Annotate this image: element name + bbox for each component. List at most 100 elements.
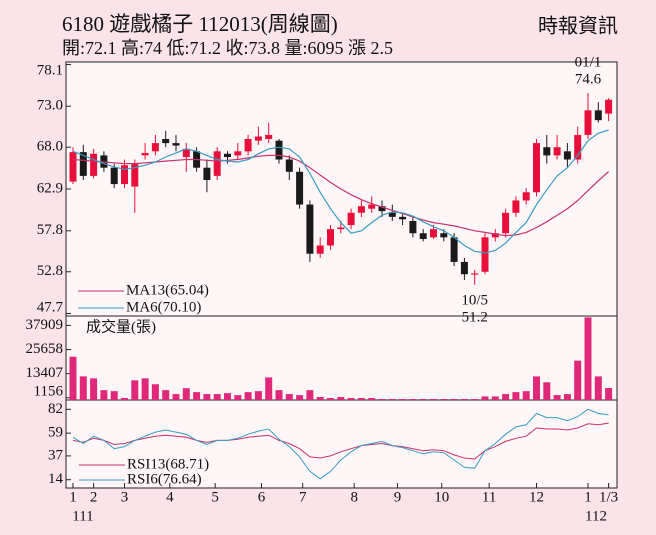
x-tick-label: 3 [121, 489, 129, 505]
volume-bar [440, 399, 448, 400]
candle-body [553, 147, 561, 156]
y-tick-label: 52.8 [37, 263, 63, 279]
candle-body [327, 229, 334, 246]
candle-body [388, 212, 396, 217]
y-tick-label: 62.9 [37, 180, 63, 196]
volume-bar [69, 356, 77, 400]
annotation-value: 51.2 [462, 309, 488, 325]
candle-body [244, 139, 252, 152]
volume-bar [224, 393, 231, 400]
volume-bar [430, 399, 437, 400]
volume-bar [574, 360, 582, 400]
candle-body [605, 99, 613, 114]
y-tick-label: 73.0 [37, 98, 63, 114]
legend-label: RSI13(68.71) [127, 456, 209, 472]
candle-body [110, 167, 118, 185]
legend-label: MA6(70.10) [126, 299, 201, 315]
candle-body [79, 152, 87, 176]
candle-body [265, 134, 273, 140]
volume-bar [213, 394, 221, 400]
volume-bar [594, 376, 602, 400]
subtitle: 開:72.1 高:74 低:71.2 收:73.8 量:6095 漲 2.5 [62, 38, 393, 58]
annotation-label: 01/1 [575, 55, 602, 71]
x-tick-label: 5 [211, 489, 219, 505]
x-tick-label: 1 [584, 489, 592, 505]
x-tick-label: 8 [350, 489, 358, 505]
candle-body [224, 153, 231, 158]
legend-label: MA13(65.04) [126, 282, 209, 298]
candle-body [471, 273, 479, 275]
volume-bar [79, 376, 87, 400]
chart-title: 6180 遊戲橘子 112013(周線圖) [62, 12, 338, 36]
volume-bar [254, 391, 262, 400]
volume-bar [419, 399, 427, 400]
candle-body [162, 139, 170, 144]
volume-bar [285, 394, 293, 400]
candle-body [491, 233, 499, 238]
volume-bar [409, 399, 417, 400]
candle-body [234, 151, 242, 156]
y-tick-label: 37 [48, 447, 64, 463]
x-tick-label: 1 [69, 489, 77, 505]
volume-bar [265, 377, 273, 400]
x-tick-label: 4 [166, 489, 174, 505]
volume-bar [491, 396, 499, 400]
y-tick-label: 13407 [26, 365, 64, 381]
y-tick-label: 25658 [26, 341, 64, 357]
candle-body [563, 151, 571, 160]
volume-bar [543, 382, 551, 400]
volume-bar [337, 397, 345, 400]
volume-bar [378, 399, 386, 400]
plot-frame [65, 61, 618, 489]
volume-bar [533, 376, 540, 400]
y-tick-label: 57.8 [37, 222, 63, 238]
candle-body [69, 152, 77, 182]
candle-body [172, 143, 180, 146]
candle-body [131, 163, 139, 187]
series-line [72, 408, 609, 480]
candle-body [450, 237, 458, 262]
series-line [72, 154, 610, 237]
candle-body [543, 147, 551, 156]
volume-bar [563, 394, 571, 400]
candle-body [502, 212, 510, 234]
annotation-label: 10/5 [461, 292, 488, 308]
candle-body [347, 212, 355, 226]
candle-body [440, 233, 448, 238]
candle-body [151, 143, 159, 152]
volume-bar [203, 394, 211, 400]
candle-body [213, 151, 221, 176]
volume-bar [193, 392, 201, 400]
series-line [72, 422, 609, 460]
volume-bar [522, 391, 530, 400]
candle-body [584, 110, 592, 135]
volume-bar [399, 399, 407, 400]
x-tick-label: 2 [90, 489, 98, 505]
series-line [72, 129, 609, 254]
y-tick-label: 59 [48, 425, 63, 441]
candle-body [121, 165, 128, 185]
candle-body [430, 229, 437, 238]
volume-bar [584, 317, 592, 400]
volume-bar [296, 395, 304, 400]
volume-bar [172, 394, 180, 400]
volume-bar [100, 390, 108, 400]
x-tick-label: 6 [258, 489, 266, 505]
x-tick-label: 9 [394, 489, 402, 505]
candle-body [512, 200, 520, 213]
x-tick-label: 10 [434, 489, 449, 505]
volume-bar [502, 394, 510, 400]
candle-body [399, 216, 407, 220]
volume-bar [368, 398, 376, 400]
y-tick-label: 68.0 [37, 139, 63, 155]
volume-bar [234, 395, 242, 400]
volume-bar [327, 398, 334, 400]
candle-body [378, 206, 386, 212]
candle-body [574, 134, 582, 160]
volume-bar [151, 384, 159, 400]
volume-bar [110, 391, 118, 400]
candle-body [337, 227, 345, 230]
volume-bar [605, 388, 613, 400]
